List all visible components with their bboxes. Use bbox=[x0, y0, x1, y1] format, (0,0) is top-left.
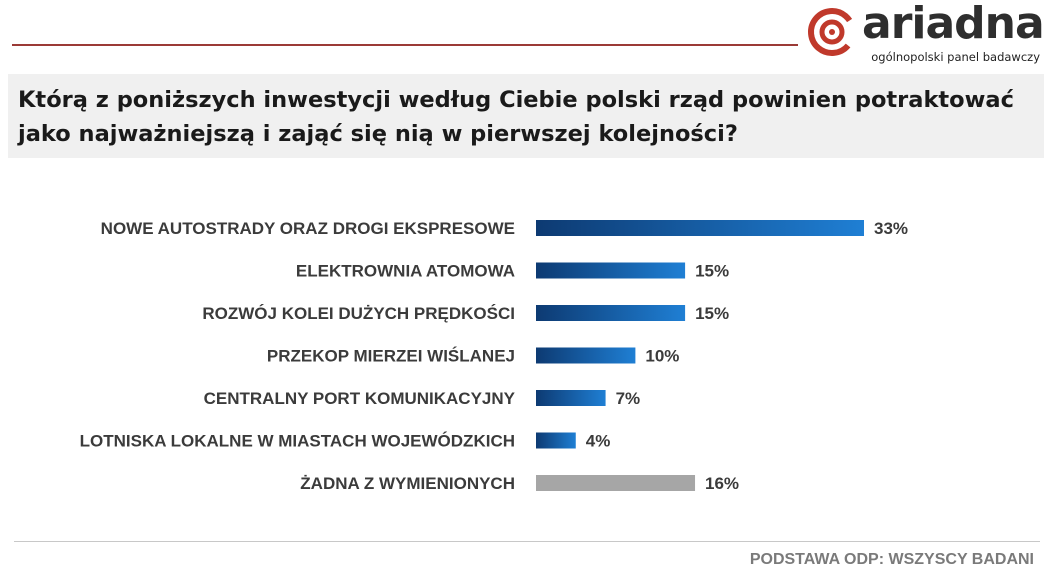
category-label: ŻADNA Z WYMIENIONYCH bbox=[300, 474, 515, 493]
bar bbox=[536, 220, 864, 236]
category-label: ELEKTROWNIA ATOMOWA bbox=[296, 262, 515, 281]
category-label: LOTNISKA LOKALNE W MIASTACH WOJEWÓDZKICH bbox=[80, 432, 515, 451]
brand-logo: ariadna ogólnopolski panel badawczy bbox=[806, 0, 1046, 66]
bar bbox=[536, 390, 606, 406]
bar bbox=[536, 305, 686, 321]
footer-rule bbox=[14, 541, 1040, 542]
value-label: 15% bbox=[695, 304, 729, 323]
value-label: 16% bbox=[705, 474, 739, 493]
bar bbox=[536, 475, 696, 491]
value-label: 7% bbox=[616, 389, 641, 408]
category-label: CENTRALNY PORT KOMUNIKACYJNY bbox=[204, 389, 516, 408]
logo-wordmark: ariadna bbox=[862, 0, 1045, 49]
bar bbox=[536, 432, 576, 449]
bar bbox=[536, 262, 686, 279]
category-label: PRZEKOP MIERZEI WIŚLANEJ bbox=[267, 347, 515, 366]
header-rule bbox=[12, 44, 798, 46]
bar bbox=[536, 347, 636, 364]
category-label: ROZWÓJ KOLEI DUŻYCH PRĘDKOŚCI bbox=[202, 304, 515, 323]
value-label: 15% bbox=[695, 262, 729, 281]
category-label: NOWE AUTOSTRADY ORAZ DROGI EKSPRESOWE bbox=[101, 219, 515, 238]
base-note: PODSTAWA ODP: WSZYSCY BADANI bbox=[749, 551, 1034, 568]
value-label: 4% bbox=[586, 432, 611, 451]
value-label: 33% bbox=[874, 219, 908, 238]
logo-subtitle: ogólnopolski panel badawczy bbox=[871, 50, 1040, 64]
value-label: 10% bbox=[645, 347, 679, 366]
ariadna-logo-icon bbox=[808, 8, 856, 56]
bar-chart: NOWE AUTOSTRADY ORAZ DROGI EKSPRESOWE 33%… bbox=[80, 219, 908, 493]
question-panel: Którą z poniższych inwestycji według Cie… bbox=[8, 74, 1044, 158]
question-title: Którą z poniższych inwestycji według Cie… bbox=[18, 87, 1014, 147]
